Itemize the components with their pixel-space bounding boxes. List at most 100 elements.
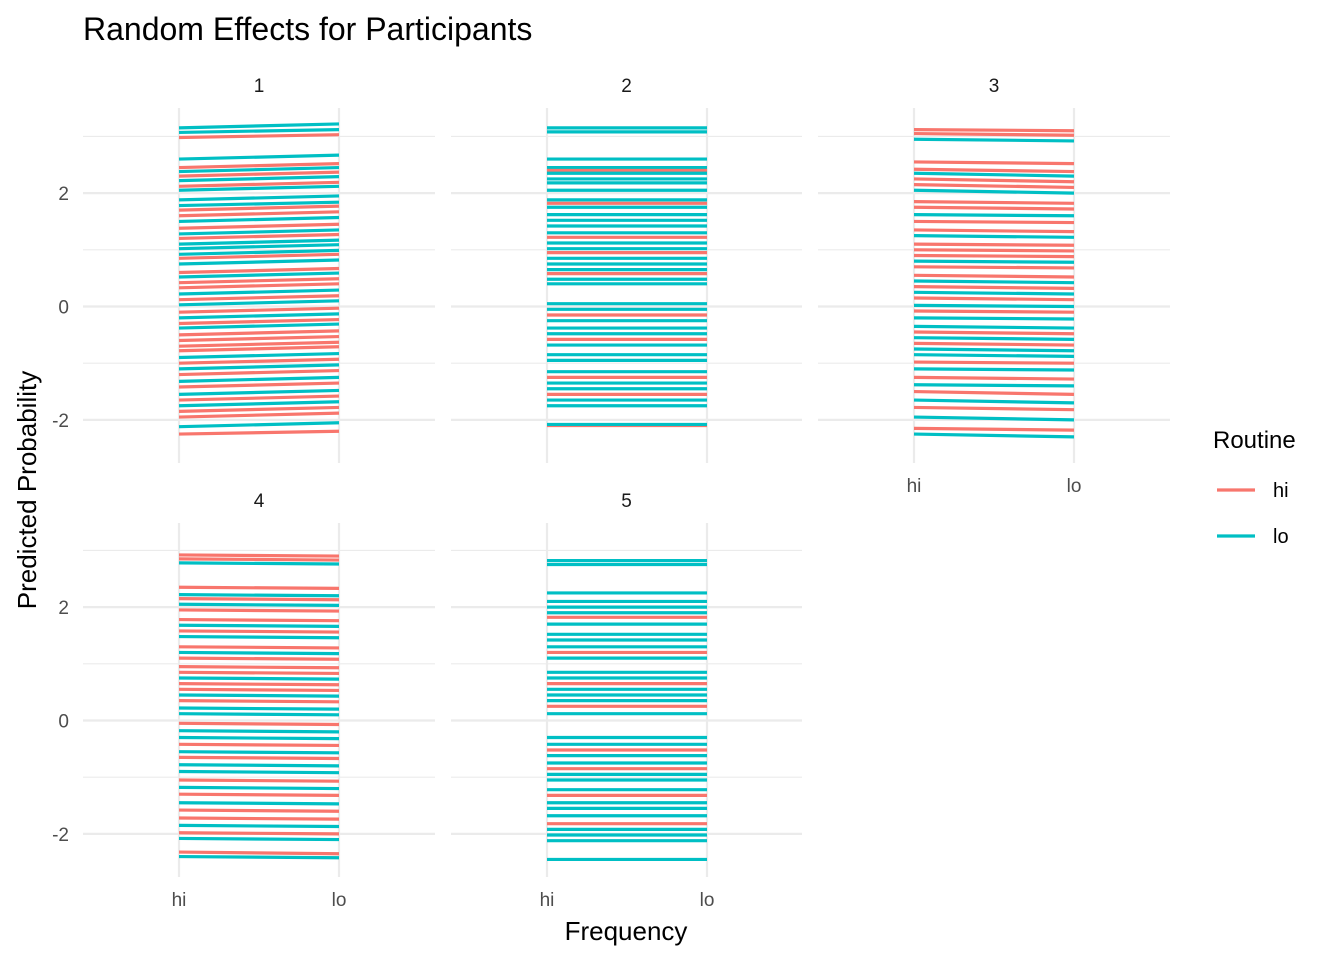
legend-title: Routine bbox=[1213, 427, 1296, 454]
series-line-hi bbox=[913, 341, 1075, 347]
series-line-lo bbox=[178, 299, 340, 307]
series-line-lo bbox=[178, 215, 340, 224]
y-tick-label: 2 bbox=[58, 598, 69, 619]
series-line-hi bbox=[178, 850, 340, 856]
series-line-lo bbox=[178, 153, 340, 161]
series-line-hi bbox=[178, 252, 340, 260]
series-line-hi bbox=[178, 629, 340, 634]
x-axis-title: Frequency bbox=[565, 916, 688, 946]
series-line-lo bbox=[178, 363, 340, 371]
series-line-lo bbox=[178, 400, 340, 408]
series-line-hi bbox=[178, 204, 340, 212]
series-line-lo bbox=[913, 213, 1075, 218]
series-line-lo bbox=[178, 854, 340, 860]
series-line-hi bbox=[178, 368, 340, 377]
series-line-lo bbox=[178, 388, 340, 396]
series-line-lo bbox=[178, 200, 340, 208]
series-line-lo bbox=[178, 750, 340, 755]
series-line-lo bbox=[178, 243, 340, 251]
series-line-hi bbox=[178, 778, 340, 783]
series-line-hi bbox=[178, 306, 340, 314]
facet-label: 2 bbox=[621, 76, 632, 97]
series-line-lo bbox=[178, 258, 340, 266]
series-line-hi bbox=[178, 232, 340, 241]
series-line-hi bbox=[178, 742, 340, 748]
series-line-hi bbox=[178, 656, 340, 661]
series-line-lo bbox=[178, 351, 340, 360]
facet-panel-1: 1 -2 0 2 bbox=[52, 76, 435, 463]
series-line-lo bbox=[913, 353, 1075, 358]
series-line-lo bbox=[913, 367, 1075, 372]
series-line-hi bbox=[913, 273, 1075, 279]
series-line-hi bbox=[913, 285, 1075, 290]
x-tick-label: lo bbox=[1067, 476, 1082, 497]
series-line-hi bbox=[178, 381, 340, 389]
series-line-hi bbox=[178, 665, 340, 670]
facet-panel-5: 5 hi lo bbox=[451, 491, 802, 911]
chart-title: Random Effects for Participants bbox=[83, 11, 532, 47]
series-line-lo bbox=[178, 650, 340, 656]
series-line-lo bbox=[178, 228, 340, 236]
y-tick-label: 0 bbox=[58, 298, 69, 319]
series-line-lo bbox=[913, 432, 1075, 439]
series-line-hi bbox=[178, 687, 340, 693]
series-line-lo bbox=[178, 593, 340, 598]
series-line-hi bbox=[178, 329, 340, 337]
series-line-lo bbox=[178, 421, 340, 429]
series-line-hi bbox=[178, 180, 340, 188]
series-line-hi bbox=[913, 127, 1075, 133]
y-tick-label: 0 bbox=[58, 712, 69, 733]
series-line-lo bbox=[913, 347, 1075, 353]
series-line-lo bbox=[913, 290, 1075, 296]
y-axis-title: Predicted Probability bbox=[12, 371, 42, 609]
facet-panels: 1 -2 0 2 2 3 hi lo 4 -2 0 2 hi lo 5 hi lo bbox=[52, 76, 1170, 911]
series-line-hi bbox=[178, 405, 340, 413]
series-line-lo bbox=[913, 383, 1075, 388]
series-line-hi bbox=[178, 596, 340, 602]
series-line-hi bbox=[178, 170, 340, 178]
series-line-hi bbox=[178, 721, 340, 727]
series-line-lo bbox=[178, 706, 340, 711]
series-line-hi bbox=[913, 219, 1075, 225]
series-line-lo bbox=[178, 165, 340, 174]
series-line-lo bbox=[178, 836, 340, 842]
series-line-hi bbox=[178, 340, 340, 348]
series-line-hi bbox=[913, 205, 1075, 211]
series-line-hi bbox=[913, 228, 1075, 234]
series-line-hi bbox=[178, 222, 340, 230]
x-tick-label: lo bbox=[700, 890, 715, 911]
series-line-lo bbox=[178, 175, 340, 183]
series-line-lo bbox=[178, 785, 340, 791]
legend-entry-lo: lo bbox=[1217, 526, 1289, 548]
facet-label: 3 bbox=[989, 76, 1000, 97]
legend-label: hi bbox=[1273, 480, 1289, 502]
series-line-lo bbox=[178, 676, 340, 681]
series-line-hi bbox=[178, 816, 340, 821]
series-line-lo bbox=[178, 561, 340, 566]
series-line-hi bbox=[178, 682, 340, 687]
series-line-hi bbox=[178, 277, 340, 285]
series-line-hi bbox=[913, 253, 1075, 259]
series-line-hi bbox=[178, 133, 340, 140]
series-line-lo bbox=[913, 171, 1075, 178]
series-line-hi bbox=[178, 553, 340, 558]
series-line-lo bbox=[178, 122, 340, 130]
series-line-lo bbox=[178, 238, 340, 246]
series-line-lo bbox=[178, 248, 340, 256]
series-line-hi bbox=[178, 585, 340, 590]
series-line-hi bbox=[913, 360, 1075, 365]
series-line-hi bbox=[178, 317, 340, 326]
series-line-lo bbox=[178, 194, 340, 202]
series-line-hi bbox=[913, 330, 1075, 336]
facet-label: 5 bbox=[621, 491, 632, 512]
series-line-hi bbox=[913, 375, 1075, 381]
series-line-hi bbox=[913, 200, 1075, 205]
series-line-hi bbox=[178, 294, 340, 302]
series-line-lo bbox=[913, 137, 1075, 143]
series-line-hi bbox=[178, 608, 340, 613]
series-line-lo bbox=[913, 259, 1075, 264]
facet-panel-4: 4 -2 0 2 hi lo bbox=[52, 491, 435, 911]
series-line-hi bbox=[178, 411, 340, 419]
series-line-lo bbox=[178, 735, 340, 741]
